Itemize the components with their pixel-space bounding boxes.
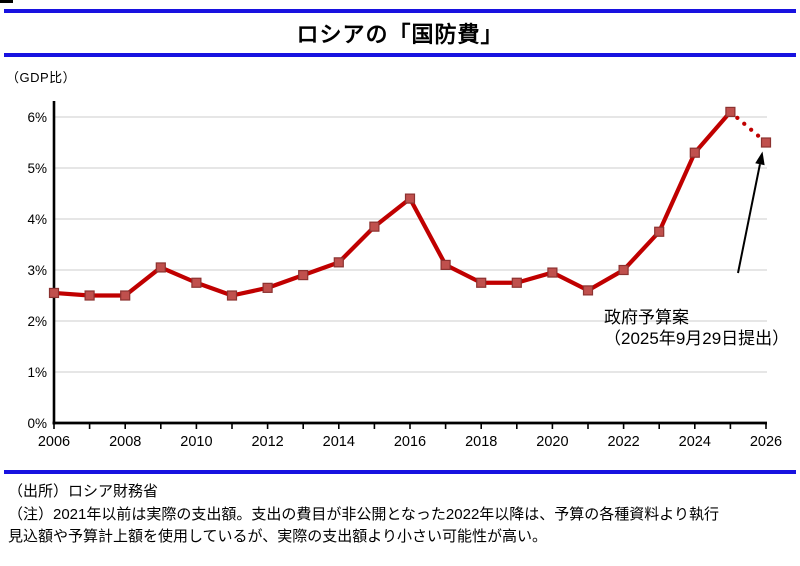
title-band: ロシアの「国防費」 [0,13,800,53]
data-point-2010 [191,277,202,288]
footer: （出所）ロシア財務省 （注）2021年以前は実際の支出額。支出の費目が非公開とな… [8,481,796,548]
y-axis-label: 2% [27,314,47,329]
x-axis-label: 2008 [109,434,141,450]
annotation-arrow-head [755,151,765,166]
source-line: （出所）ロシア財務省 [8,483,159,500]
x-axis-label: 2024 [679,434,711,450]
projection-dotted-line [728,109,769,145]
y-axis-label: 4% [27,212,47,227]
data-point-2016 [404,193,416,204]
data-point-2006 [48,287,60,299]
y-axis-label: 3% [27,263,47,278]
data-point-2020 [547,267,558,278]
data-point-2023 [654,226,665,237]
x-axis-label: 2016 [394,434,426,450]
data-point-2012 [262,282,273,293]
note-line-1: （注）2021年以前は実際の支出額。支出の費目が非公開となった2022年以降は、… [8,506,719,523]
x-axis-label: 2026 [750,434,782,450]
scan-artifact-mark [0,0,13,3]
data-point-2017 [440,259,451,270]
x-axis-label: 2012 [251,434,283,450]
data-point-2015 [369,221,380,232]
y-axis-label: 5% [27,161,47,176]
defense-spending-line [53,110,732,298]
data-point-2022 [618,264,629,276]
budget-annotation-line2: （2025年9月29日提出） [604,329,790,348]
x-axis-label: 2020 [536,434,568,450]
page-title: ロシアの「国防費」 [296,22,504,47]
annotation-arrow-shaft [737,164,761,274]
data-point-2008 [120,290,131,301]
top-blue-rule [4,9,796,13]
budget-annotation-line1: 政府予算案 [604,308,689,327]
x-axis-label: 2006 [38,434,70,450]
x-axis-label: 2010 [180,434,212,450]
data-point-2013 [298,270,309,281]
y-axis-label: 1% [27,365,47,380]
note-line-2: 見込額や予算計上額を使用しているが、実際の支出額より小さい可能性が高い。 [8,528,547,545]
data-point-2009 [155,262,166,273]
data-point-2019 [511,277,522,288]
budget-annotation: 政府予算案 （2025年9月29日提出） [604,307,789,349]
x-axis-label: 2018 [465,434,497,450]
y-axis-label: 6% [27,110,47,125]
data-point-2026 [760,137,772,148]
data-point-2014 [333,257,344,268]
data-point-2024 [689,147,700,158]
y-axis-label: 0% [27,416,47,431]
x-axis-label: 2014 [323,434,355,450]
data-point-2021 [582,285,594,296]
footer-blue-rule [4,470,796,474]
data-point-2011 [226,290,238,301]
data-point-2007 [84,290,95,301]
y-axis-unit-label: （GDP比） [6,70,77,85]
x-axis-label: 2022 [607,434,639,450]
title-bottom-blue-rule [4,53,796,57]
data-point-2025 [725,106,736,118]
data-point-2018 [476,277,487,288]
